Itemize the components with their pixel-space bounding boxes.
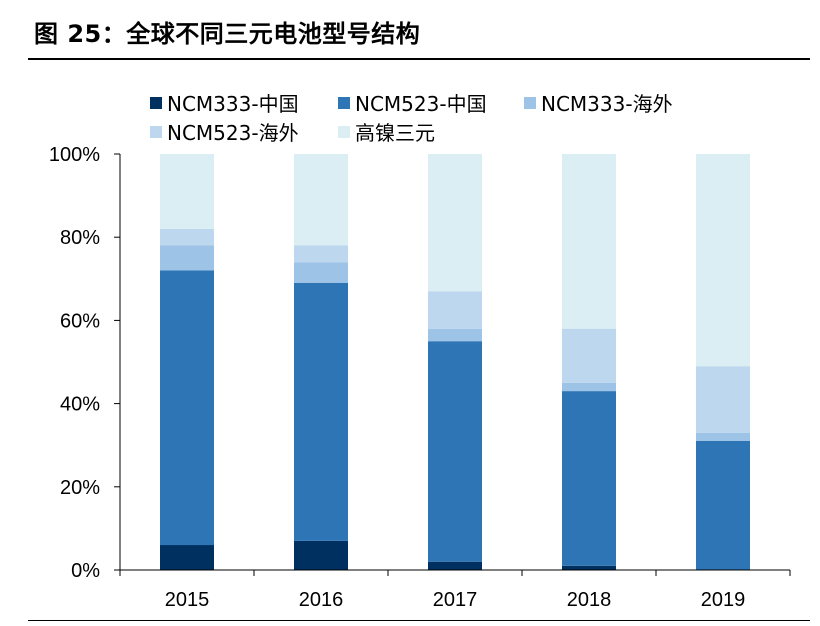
y-tick-label: 0% (71, 560, 100, 582)
bar-2015-series-3 (160, 228, 214, 246)
y-tick-label: 60% (60, 310, 100, 332)
bar-2018-series-4 (562, 154, 616, 329)
legend-label-ncm523-china: NCM523-中国 (355, 92, 487, 116)
legend-item-high-nickel: 高镍三元 (338, 117, 435, 146)
bar-2017-series-3 (428, 291, 482, 329)
bar-2017-series-4 (428, 154, 482, 292)
bar-2019-series-4 (696, 154, 750, 367)
title-rule (28, 58, 810, 60)
x-tick-label: 2015 (165, 589, 210, 611)
bottom-rule (28, 620, 810, 621)
bar-2018-series-1 (562, 391, 616, 566)
bar-2019-series-2 (696, 432, 750, 441)
legend-swatch-ncm333-overseas (524, 96, 536, 109)
legend-swatch-ncm333-china (150, 96, 162, 109)
figure-title: 图 25：全球不同三元电池型号结构 (34, 20, 421, 48)
y-tick-label: 100% (49, 144, 100, 166)
bar-2017-series-1 (428, 341, 482, 562)
bar-2019-series-1 (696, 441, 750, 570)
bar-2019-series-3 (696, 366, 750, 433)
x-tick-label: 2019 (701, 589, 746, 611)
axes-layer: 2015 2016 2017 2018 2019 0% 20% 40% 60% 80% 100% (49, 144, 791, 611)
bar-2018-series-2 (562, 382, 616, 392)
bar-2016-series-3 (294, 245, 348, 263)
legend-item-ncm523-overseas: NCM523-海外 (150, 117, 299, 146)
legend-label-ncm333-overseas: NCM333-海外 (541, 92, 673, 116)
bar-2017-series-2 (428, 328, 482, 342)
legend-label-high-nickel: 高镍三元 (355, 121, 435, 145)
bar-2016-series-4 (294, 154, 348, 246)
bar-2018-series-0 (562, 565, 616, 570)
legend-item-ncm333-china: NCM333-中国 (150, 88, 299, 117)
legend-label-ncm333-china: NCM333-中国 (167, 92, 299, 116)
legend-swatch-ncm523-china (338, 96, 350, 109)
bar-2016-series-2 (294, 262, 348, 283)
legend-label-ncm523-overseas: NCM523-海外 (167, 121, 299, 145)
bar-2016-series-1 (294, 283, 348, 541)
bar-2017-series-0 (428, 561, 482, 570)
bar-2015-series-2 (160, 245, 214, 271)
y-tick-label: 80% (60, 227, 100, 249)
y-tick-label: 20% (60, 477, 100, 499)
bar-2016-series-0 (294, 540, 348, 570)
x-tick-label: 2017 (433, 589, 478, 611)
bar-2015-series-1 (160, 270, 214, 546)
legend-swatch-ncm523-overseas (150, 125, 162, 138)
bar-2018-series-3 (562, 328, 616, 383)
y-tick-label: 40% (60, 394, 100, 416)
x-tick-label: 2016 (299, 589, 344, 611)
bars-layer (160, 154, 750, 570)
legend-item-ncm333-overseas: NCM333-海外 (524, 88, 673, 117)
bar-2015-series-4 (160, 154, 214, 229)
legend-swatch-high-nickel (338, 125, 350, 138)
bar-2015-series-0 (160, 545, 214, 570)
x-tick-label: 2018 (567, 589, 612, 611)
legend-item-ncm523-china: NCM523-中国 (338, 88, 487, 117)
